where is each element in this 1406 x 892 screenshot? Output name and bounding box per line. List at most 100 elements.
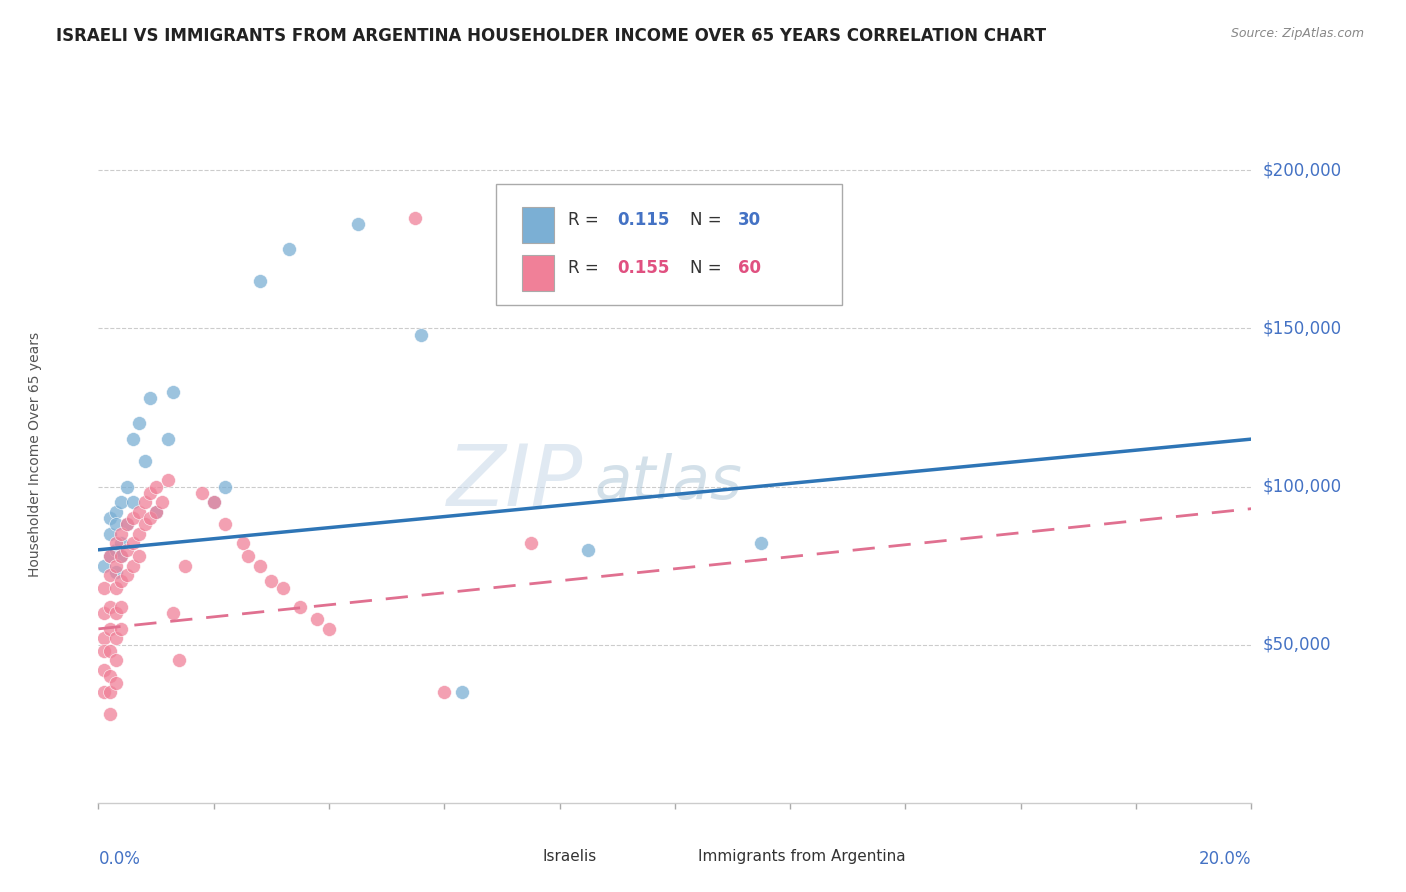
FancyBboxPatch shape <box>664 844 689 871</box>
Point <box>98 622 121 636</box>
Point <box>98 549 121 563</box>
Point <box>110 549 132 563</box>
Point <box>128 505 150 519</box>
FancyBboxPatch shape <box>522 255 554 292</box>
Point <box>156 432 179 446</box>
Point <box>98 511 121 525</box>
Point <box>174 558 197 573</box>
Point <box>167 653 190 667</box>
Text: 0.155: 0.155 <box>617 260 669 277</box>
Point <box>110 574 132 589</box>
Point <box>145 505 167 519</box>
Point <box>117 517 138 532</box>
Point <box>98 644 121 658</box>
Point <box>134 454 156 468</box>
Point <box>307 612 329 626</box>
Text: Source: ZipAtlas.com: Source: ZipAtlas.com <box>1230 27 1364 40</box>
Point <box>122 536 145 550</box>
Text: Immigrants from Argentina: Immigrants from Argentina <box>697 849 905 863</box>
Point <box>214 479 236 493</box>
Text: 30: 30 <box>738 211 762 228</box>
Point <box>231 536 254 550</box>
Point <box>104 565 127 579</box>
Point <box>98 527 121 541</box>
Point <box>110 536 132 550</box>
Text: $200,000: $200,000 <box>1263 161 1341 179</box>
Point <box>117 542 138 557</box>
Point <box>191 486 214 500</box>
Point <box>110 549 132 563</box>
Point <box>98 669 121 683</box>
Point <box>162 384 184 399</box>
Point <box>98 707 121 722</box>
Text: N =: N = <box>690 211 727 228</box>
Point <box>450 685 472 699</box>
Point <box>128 549 150 563</box>
Point <box>98 599 121 614</box>
Point <box>260 574 283 589</box>
Point <box>93 644 115 658</box>
Point <box>145 505 167 519</box>
Point <box>122 558 145 573</box>
Text: 20.0%: 20.0% <box>1199 850 1251 868</box>
FancyBboxPatch shape <box>508 844 533 871</box>
Point <box>110 527 132 541</box>
Text: $100,000: $100,000 <box>1263 477 1341 496</box>
Point <box>93 606 115 620</box>
Point <box>433 685 456 699</box>
Point <box>104 558 127 573</box>
Point <box>122 511 145 525</box>
Point <box>134 495 156 509</box>
Text: Israelis: Israelis <box>543 849 596 863</box>
Point <box>93 581 115 595</box>
Point <box>520 536 543 550</box>
Point <box>277 243 299 257</box>
Point <box>145 479 167 493</box>
Point <box>110 495 132 509</box>
Point <box>122 432 145 446</box>
Point <box>139 511 162 525</box>
Point <box>128 417 150 431</box>
Point <box>117 517 138 532</box>
Text: atlas: atlas <box>595 453 742 512</box>
FancyBboxPatch shape <box>522 207 554 243</box>
Text: N =: N = <box>690 260 727 277</box>
Point <box>93 663 115 677</box>
Point <box>238 549 260 563</box>
Text: ISRAELI VS IMMIGRANTS FROM ARGENTINA HOUSEHOLDER INCOME OVER 65 YEARS CORRELATIO: ISRAELI VS IMMIGRANTS FROM ARGENTINA HOU… <box>56 27 1046 45</box>
Point <box>751 536 773 550</box>
Text: 0.115: 0.115 <box>617 211 669 228</box>
Point <box>128 527 150 541</box>
Text: Householder Income Over 65 years: Householder Income Over 65 years <box>28 333 42 577</box>
Point <box>104 632 127 646</box>
Point <box>98 549 121 563</box>
Point <box>214 517 236 532</box>
Point <box>249 558 271 573</box>
Point <box>150 495 173 509</box>
Point <box>93 558 115 573</box>
Point <box>122 495 145 509</box>
Point <box>104 536 127 550</box>
Point <box>117 479 138 493</box>
Point <box>110 622 132 636</box>
Point <box>202 495 225 509</box>
Point <box>104 581 127 595</box>
Point <box>98 685 121 699</box>
Point <box>139 486 162 500</box>
Text: 0.0%: 0.0% <box>98 850 141 868</box>
Point <box>290 599 312 614</box>
Text: R =: R = <box>568 211 603 228</box>
Point <box>271 581 294 595</box>
Point <box>104 606 127 620</box>
Point <box>93 632 115 646</box>
Point <box>139 391 162 405</box>
Point <box>578 542 600 557</box>
Point <box>134 517 156 532</box>
Point <box>93 685 115 699</box>
Text: $50,000: $50,000 <box>1263 636 1331 654</box>
Point <box>411 327 433 342</box>
Point <box>202 495 225 509</box>
Point <box>318 622 340 636</box>
Point <box>110 599 132 614</box>
Point <box>405 211 427 225</box>
